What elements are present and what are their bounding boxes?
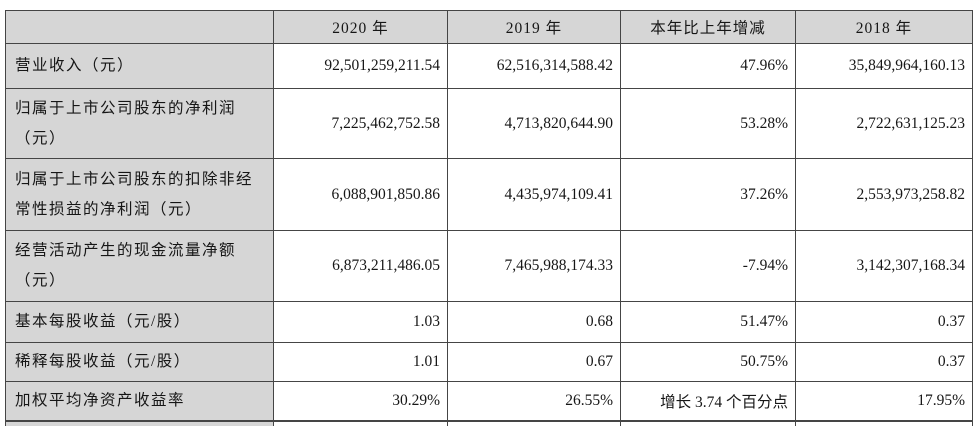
value-2019 [447, 421, 621, 426]
value-change: 增长 3.74 个百分点 [620, 381, 796, 421]
col-header-metric [5, 10, 274, 44]
table-header-row: 2020 年 2019 年 本年比上年增减 2018 年 [5, 10, 973, 44]
table-row: 经营活动产生的现金流量净额（元） 6,873,211,486.05 7,465,… [5, 230, 973, 302]
value-change: 50.75% [620, 342, 796, 382]
value-2019: 0.67 [447, 342, 621, 382]
row-label: 归属于上市公司股东的扣除非经常性损益的净利润（元） [5, 158, 274, 231]
value-2019: 26.55% [447, 381, 621, 421]
value-2020: 7,225,462,752.58 [273, 88, 448, 159]
table-row: 稀释每股收益（元/股） 1.01 0.67 50.75% 0.37 [5, 342, 973, 382]
row-label: 营业收入（元） [5, 43, 274, 89]
col-header-2020: 2020 年 [273, 10, 448, 44]
value-2020: 6,873,211,486.05 [273, 230, 448, 302]
value-2018: 2,553,973,258.82 [795, 158, 973, 231]
value-2019: 4,435,974,109.41 [447, 158, 621, 231]
row-label: 归属于上市公司股东的净利润（元） [5, 88, 274, 159]
value-change: 47.96% [620, 43, 796, 89]
row-label: 加权平均净资产收益率 [5, 381, 274, 421]
value-2020: 1.03 [273, 301, 448, 343]
value-2020: 6,088,901,850.86 [273, 158, 448, 231]
value-2019: 62,516,314,588.42 [447, 43, 621, 89]
table-row: 归属于上市公司股东的扣除非经常性损益的净利润（元） 6,088,901,850.… [5, 158, 973, 231]
value-2018: 3,142,307,168.34 [795, 230, 973, 302]
table-row: 基本每股收益（元/股） 1.03 0.68 51.47% 0.37 [5, 301, 973, 343]
value-change: 53.28% [620, 88, 796, 159]
value-2019: 7,465,988,174.33 [447, 230, 621, 302]
value-change: 51.47% [620, 301, 796, 343]
key-financials-table: 2020 年 2019 年 本年比上年增减 2018 年 营业收入（元） 92,… [5, 10, 973, 421]
value-2018: 0.37 [795, 342, 973, 382]
table-row: 归属于上市公司股东的净利润（元） 7,225,462,752.58 4,713,… [5, 88, 973, 159]
col-header-2019: 2019 年 [447, 10, 621, 44]
row-label [5, 421, 274, 426]
value-2020: 1.01 [273, 342, 448, 382]
row-label: 稀释每股收益（元/股） [5, 342, 274, 382]
table-row-partial [5, 421, 973, 426]
value-2019: 0.68 [447, 301, 621, 343]
value-change [620, 421, 796, 426]
table-row: 加权平均净资产收益率 30.29% 26.55% 增长 3.74 个百分点 17… [5, 381, 973, 421]
value-2018 [795, 421, 973, 426]
value-2018: 2,722,631,125.23 [795, 88, 973, 159]
value-2020 [273, 421, 448, 426]
value-2020: 92,501,259,211.54 [273, 43, 448, 89]
next-row-fragment [5, 421, 973, 426]
row-label: 经营活动产生的现金流量净额（元） [5, 230, 274, 302]
value-change: 37.26% [620, 158, 796, 231]
row-label: 基本每股收益（元/股） [5, 301, 274, 343]
value-2018: 17.95% [795, 381, 973, 421]
value-2018: 0.37 [795, 301, 973, 343]
table-row: 营业收入（元） 92,501,259,211.54 62,516,314,588… [5, 43, 973, 89]
value-2018: 35,849,964,160.13 [795, 43, 973, 89]
col-header-2018: 2018 年 [795, 10, 973, 44]
value-change: -7.94% [620, 230, 796, 302]
value-2020: 30.29% [273, 381, 448, 421]
value-2019: 4,713,820,644.90 [447, 88, 621, 159]
col-header-change: 本年比上年增减 [620, 10, 796, 44]
